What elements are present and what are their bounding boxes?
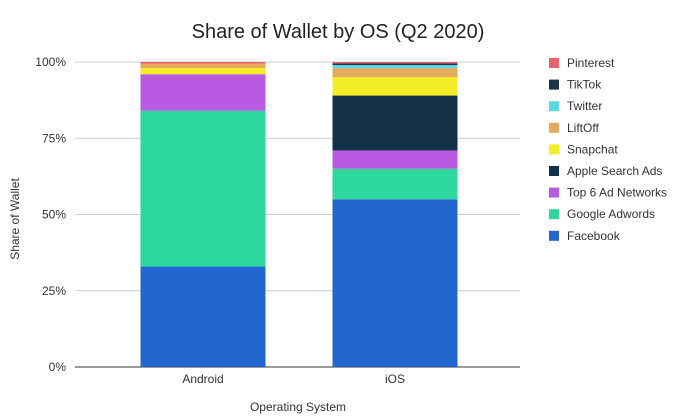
legend-swatch xyxy=(549,79,559,90)
legend-item: Google Adwords xyxy=(567,207,655,221)
y-tick-label: 100% xyxy=(35,55,66,69)
legend-swatch xyxy=(549,122,559,133)
legend-swatch xyxy=(549,187,559,198)
bar-segment xyxy=(332,62,458,64)
bar-segment xyxy=(332,150,458,169)
bar-segment xyxy=(332,199,458,367)
bar-segment xyxy=(140,266,266,367)
y-tick-label: 25% xyxy=(42,284,66,298)
legend-swatch xyxy=(549,230,559,241)
legend-item: Apple Search Ads xyxy=(567,164,662,178)
x-tick-label: Android xyxy=(182,372,223,386)
bar-segment xyxy=(140,110,266,267)
bar-segment xyxy=(140,63,266,69)
legend-item: Snapchat xyxy=(567,142,618,156)
legend-item: Twitter xyxy=(567,99,602,113)
legend-item: TikTok xyxy=(567,78,602,92)
legend-item: Pinterest xyxy=(567,56,615,70)
legend: Pinterest TikTok Twitter LiftOff Snapchat App… xyxy=(549,56,667,243)
bar-segment xyxy=(332,168,458,200)
bar-segment xyxy=(332,65,458,69)
legend-swatch xyxy=(549,58,559,68)
legend-swatch xyxy=(549,166,559,176)
legend-item: Facebook xyxy=(567,229,621,243)
bars xyxy=(140,62,458,367)
bar-segment xyxy=(332,95,458,151)
x-tick-label: iOS xyxy=(385,372,405,386)
bar-segment xyxy=(332,68,458,78)
axis-ticks: 0% 25% 50% 75% 100% Android iOS xyxy=(35,55,405,386)
bar-segment xyxy=(332,77,458,96)
chart-title: Share of Wallet by OS (Q2 2020) xyxy=(192,21,485,43)
x-axis-title: Operating System xyxy=(250,400,346,414)
legend-swatch xyxy=(549,209,559,220)
legend-swatch xyxy=(549,144,559,155)
bar-segment xyxy=(140,68,266,75)
y-axis-title: Share of Wallet xyxy=(8,178,22,260)
y-tick-label: 0% xyxy=(49,360,67,374)
legend-item: Top 6 Ad Networks xyxy=(567,186,667,200)
bar-segment xyxy=(140,62,266,64)
bar-segment xyxy=(332,63,458,66)
legend-swatch xyxy=(549,101,559,112)
bar-segment xyxy=(140,74,266,111)
legend-item: LiftOff xyxy=(567,121,599,135)
y-tick-label: 50% xyxy=(42,208,66,222)
y-tick-label: 75% xyxy=(42,131,66,145)
